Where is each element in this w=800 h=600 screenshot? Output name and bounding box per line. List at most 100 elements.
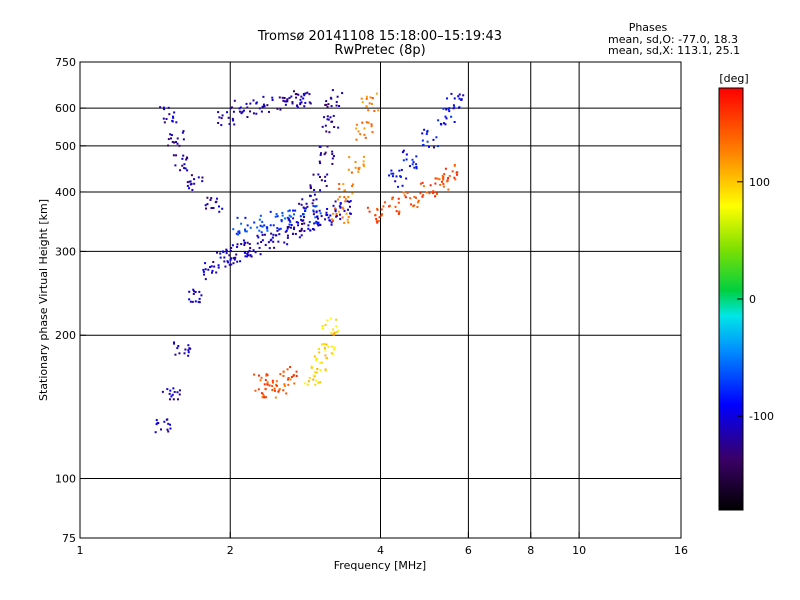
phase-point [285, 392, 288, 395]
data-points [154, 89, 465, 434]
phase-point [292, 228, 295, 231]
phase-point [331, 153, 334, 156]
phase-point [349, 212, 352, 215]
phase-point [319, 212, 322, 215]
phase-point [341, 216, 344, 219]
phase-point [170, 395, 173, 398]
phase-point [442, 122, 445, 125]
phase-point [174, 164, 177, 167]
phase-point [336, 330, 339, 333]
phase-point [295, 221, 298, 224]
phase-point [326, 357, 329, 360]
phase-point [412, 161, 415, 164]
phase-point [201, 180, 204, 183]
phase-point [331, 89, 334, 92]
phase-point [452, 107, 455, 110]
phase-point [243, 251, 246, 254]
phase-point [238, 230, 241, 233]
phase-point [317, 217, 320, 220]
phase-point [280, 220, 283, 223]
phase-point [354, 160, 357, 163]
phase-point [357, 167, 360, 170]
phase-point [395, 175, 398, 178]
phase-point [167, 144, 170, 147]
phase-point [266, 381, 269, 384]
phase-point [248, 242, 251, 245]
phase-point [350, 171, 353, 174]
phase-point [300, 203, 303, 206]
phase-point [263, 233, 266, 236]
phase-point [204, 278, 207, 281]
phase-point [281, 96, 284, 99]
phase-point [344, 200, 347, 203]
phase-point [326, 207, 329, 210]
phase-point [442, 176, 445, 179]
phase-point [400, 168, 403, 171]
phase-point [456, 171, 459, 174]
phase-point [332, 219, 335, 222]
phase-point [233, 258, 236, 261]
phase-point [174, 353, 177, 356]
phase-point [286, 234, 289, 237]
phase-point [162, 106, 165, 109]
phase-point [284, 103, 287, 106]
phase-point [202, 270, 205, 273]
phase-point [345, 212, 348, 215]
phase-point [258, 218, 261, 221]
phase-point [319, 369, 322, 372]
phase-point [187, 354, 190, 357]
phase-point [359, 133, 362, 136]
phase-point [348, 205, 351, 208]
phase-point [332, 204, 335, 207]
phase-point [318, 160, 321, 163]
phase-point [330, 97, 333, 100]
phase-point [171, 140, 174, 143]
phase-point [183, 163, 186, 166]
phase-point [331, 120, 334, 123]
phase-point [447, 108, 450, 111]
phase-point [181, 164, 184, 167]
y-tick-label: 600 [55, 102, 76, 115]
phase-point [453, 120, 456, 123]
phase-point [427, 145, 430, 148]
phase-point [257, 388, 260, 391]
phase-point [155, 423, 158, 426]
phase-point [265, 374, 268, 377]
phase-point [394, 180, 397, 183]
phase-point [332, 348, 335, 351]
phase-point [237, 233, 240, 236]
phase-point [426, 140, 429, 143]
phase-point [167, 422, 170, 425]
phase-point [207, 268, 210, 271]
phase-point [227, 261, 230, 264]
phase-point [457, 106, 460, 109]
phase-point [362, 155, 365, 158]
phase-point [394, 205, 397, 208]
phase-point [355, 123, 358, 126]
phase-point [212, 206, 215, 209]
phase-point [453, 176, 456, 179]
phase-point [402, 191, 405, 194]
phase-point [182, 138, 185, 141]
phase-point [311, 202, 314, 205]
phase-point [281, 211, 284, 214]
phase-point [232, 119, 235, 122]
chart-subtitle: RwPretec (8p) [334, 43, 425, 58]
phase-point [238, 232, 241, 235]
phase-point [193, 290, 196, 293]
phase-point [358, 166, 361, 169]
phase-point [244, 216, 247, 219]
phase-point [288, 214, 291, 217]
phase-point [312, 209, 315, 212]
phase-point [368, 210, 371, 213]
phase-point [200, 294, 203, 297]
phase-point [244, 230, 247, 233]
phase-point [398, 169, 401, 172]
phase-point [367, 121, 370, 124]
phase-point [399, 175, 402, 178]
phase-point [447, 177, 450, 180]
phase-point [259, 224, 262, 227]
phase-point [286, 236, 289, 239]
phase-point [184, 167, 187, 170]
phase-point [275, 213, 278, 216]
